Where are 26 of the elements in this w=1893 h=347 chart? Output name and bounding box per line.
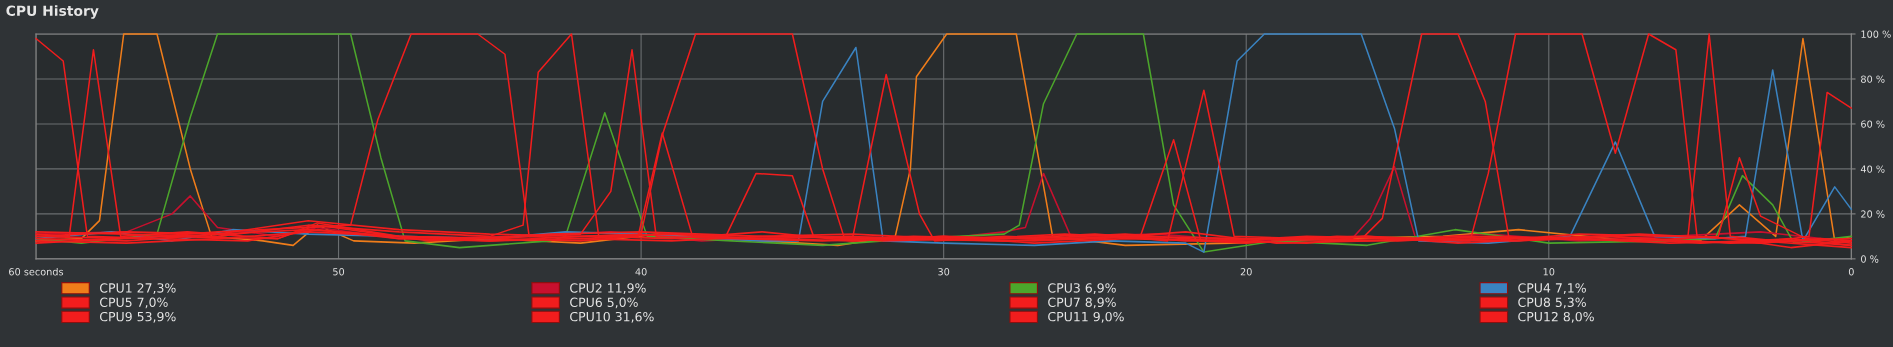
legend-label: CPU6 5,0% [570, 297, 638, 309]
y-tick-label: 100 % [1861, 30, 1891, 38]
legend-label: CPU5 7,0% [99, 297, 168, 309]
x-tick-label: 40 [635, 268, 647, 276]
legend-label: CPU4 7,1% [1518, 283, 1586, 294]
legend-label: CPU3 6,9% [1048, 283, 1116, 294]
y-tick-label: 0 % [1861, 255, 1879, 263]
x-tick-label: 20 [1240, 268, 1252, 276]
chart-title: CPU History [6, 5, 99, 19]
y-tick-label: 80 % [1861, 75, 1885, 83]
x-tick-label: 60 seconds [9, 267, 64, 276]
y-tick-label: 40 % [1860, 165, 1885, 173]
y-tick-label: 20 % [1861, 210, 1885, 218]
legend-label: CPU8 5,3% [1518, 297, 1586, 309]
x-tick-label: 10 [1543, 268, 1555, 276]
x-tick-label: 0 [1848, 268, 1854, 276]
legend-label: CPU10 31,6% [570, 311, 654, 323]
legend-label: CPU7 8,9% [1048, 297, 1116, 309]
legend-label: CPU11 9,0% [1048, 311, 1124, 323]
x-tick-label: 30 [938, 268, 950, 276]
legend-label: CPU1 27,3% [99, 283, 176, 294]
y-tick-label: 60 % [1861, 120, 1885, 128]
legend-label: CPU9 53,9% [99, 311, 176, 323]
legend-label: CPU12 8,0% [1518, 311, 1594, 323]
x-tick-label: 50 [333, 268, 345, 276]
legend-label: CPU2 11,9% [570, 283, 646, 294]
